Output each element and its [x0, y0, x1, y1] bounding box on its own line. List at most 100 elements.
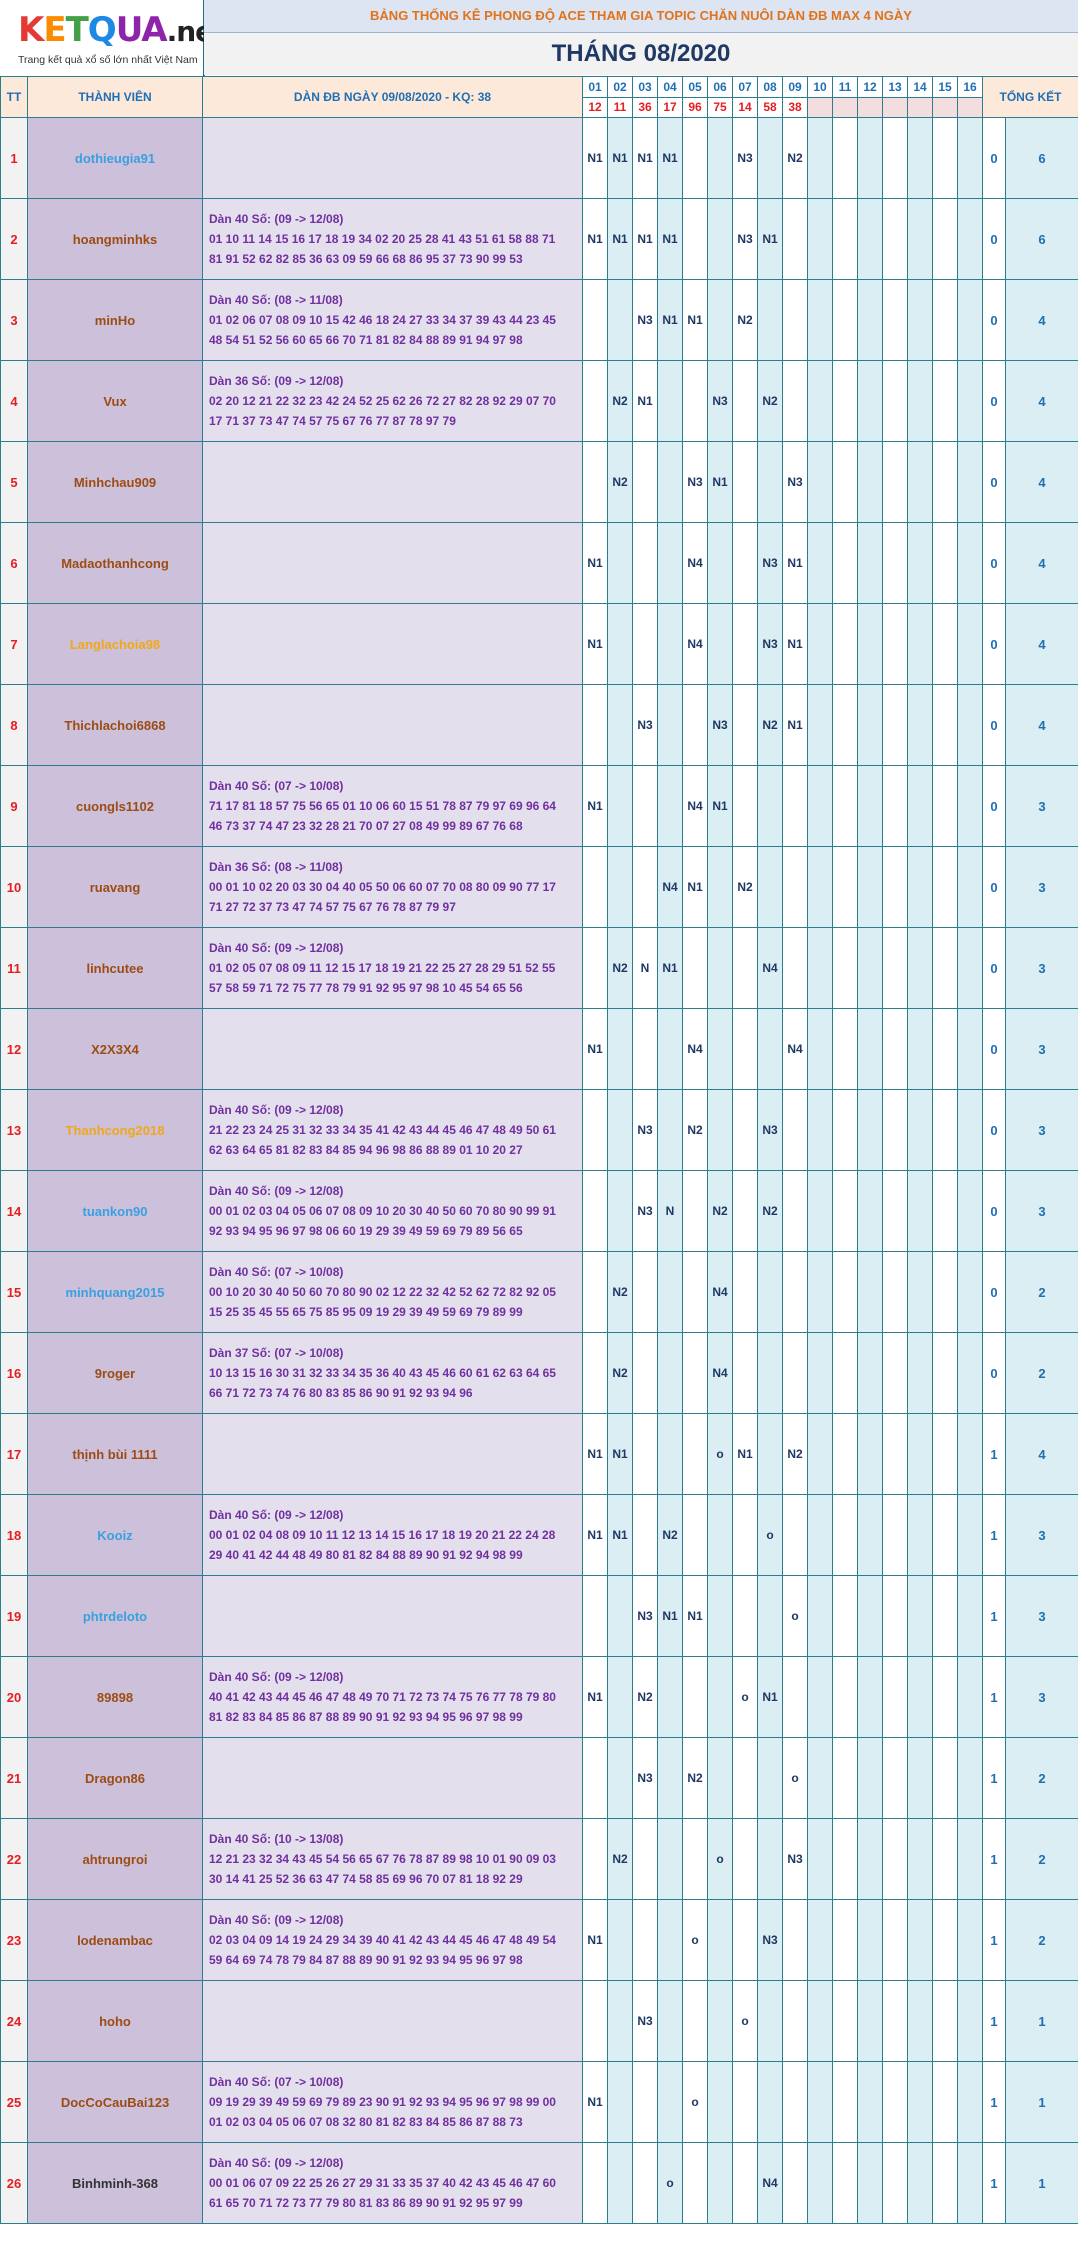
member-name[interactable]: ruavang [27, 846, 203, 928]
dan-line: 62 63 64 65 81 82 83 84 85 94 96 98 86 8… [209, 1143, 523, 1157]
member-name[interactable]: cuongls1102 [27, 765, 203, 847]
day-mark [932, 1899, 958, 1981]
dan-cell: Dàn 40 Số: (09 -> 12/08) 00 01 06 07 09 2… [202, 2142, 583, 2224]
row-index: 13 [0, 1089, 28, 1171]
day-mark [932, 360, 958, 442]
dan-line: 46 73 37 74 47 23 32 28 21 70 07 27 08 4… [209, 819, 523, 833]
day-mark [907, 441, 933, 523]
day-mark: o [657, 2142, 683, 2224]
member-name[interactable]: hoangminhks [27, 198, 203, 280]
day-mark: N3 [632, 279, 658, 361]
dan-line: Dàn 40 Số: (09 -> 12/08) [209, 212, 344, 226]
day-mark [857, 927, 883, 1009]
day-mark [857, 1413, 883, 1495]
day-mark [957, 846, 983, 928]
table-row: 24 hoho N3 o 1 1 [0, 1980, 1078, 2062]
day-mark: N1 [607, 198, 633, 280]
member-name[interactable]: Kooiz [27, 1494, 203, 1576]
day-mark [907, 2061, 933, 2143]
win-count: 0 [982, 603, 1006, 685]
dan-line: 61 65 70 71 72 73 77 79 80 81 83 86 89 9… [209, 2196, 523, 2210]
table-body: 1 dothieugia91 N1 N1 N1 N1 N3 N2 0 6 2 hoangminhks D… [0, 117, 1078, 2224]
member-name[interactable]: Langlachoia98 [27, 603, 203, 685]
table-row: 8 Thichlachoi6868 N3 N3 N2 N1 0 4 [0, 684, 1078, 766]
day-mark: N1 [582, 522, 608, 604]
day-mark [957, 117, 983, 199]
day-mark [657, 1980, 683, 2062]
day-mark: N3 [757, 1899, 783, 1981]
row-index: 1 [0, 117, 28, 199]
day-mark: N1 [582, 1899, 608, 1981]
member-name[interactable]: Thichlachoi6868 [27, 684, 203, 766]
member-name[interactable]: 89898 [27, 1656, 203, 1738]
table-row: 1 dothieugia91 N1 N1 N1 N1 N3 N2 0 6 [0, 117, 1078, 199]
day-mark [907, 684, 933, 766]
day-mark: N1 [707, 441, 733, 523]
dan-line: 00 01 02 03 04 05 06 07 08 09 10 20 30 4… [209, 1204, 556, 1218]
day-mark [832, 765, 858, 847]
member-name[interactable]: Thanhcong2018 [27, 1089, 203, 1171]
header-day: 02 [607, 76, 633, 98]
member-name[interactable]: X2X3X4 [27, 1008, 203, 1090]
day-mark [832, 1656, 858, 1738]
day-mark [907, 603, 933, 685]
win-count: 0 [982, 522, 1006, 604]
member-name[interactable]: thịnh bùi 1111 [27, 1413, 203, 1495]
logo-tagline: Trang kết quả xổ số lớn nhất Việt Nam [18, 54, 198, 66]
member-name[interactable]: Vux [27, 360, 203, 442]
day-mark: N3 [707, 684, 733, 766]
member-name[interactable]: phtrdeloto [27, 1575, 203, 1657]
day-mark [807, 198, 833, 280]
member-name[interactable]: Dragon86 [27, 1737, 203, 1819]
dan-line: 71 27 72 37 73 47 74 57 75 67 76 78 87 7… [209, 900, 456, 914]
win-count: 1 [982, 2061, 1006, 2143]
day-mark: N1 [582, 1008, 608, 1090]
day-mark: N4 [757, 927, 783, 1009]
member-name[interactable]: tuankon90 [27, 1170, 203, 1252]
day-mark [607, 603, 633, 685]
member-name[interactable]: 9roger [27, 1332, 203, 1414]
dan-cell: Dàn 40 Số: (09 -> 12/08) 00 01 02 03 04 0… [202, 1170, 583, 1252]
header-result: 12 [582, 96, 608, 118]
day-mark: N4 [707, 1332, 733, 1414]
dan-line: Dàn 40 Số: (09 -> 12/08) [209, 2156, 344, 2170]
member-name[interactable]: lodenambac [27, 1899, 203, 1981]
member-name[interactable]: linhcutee [27, 927, 203, 1009]
member-name[interactable]: dothieugia91 [27, 117, 203, 199]
day-mark: N [632, 927, 658, 1009]
day-mark [682, 198, 708, 280]
member-name[interactable]: minHo [27, 279, 203, 361]
day-mark: N4 [657, 846, 683, 928]
day-mark [732, 927, 758, 1009]
day-mark [782, 198, 808, 280]
day-mark [707, 117, 733, 199]
dan-cell: Dàn 40 Số: (07 -> 10/08) 00 10 20 30 40 5… [202, 1251, 583, 1333]
member-name[interactable]: hoho [27, 1980, 203, 2062]
day-mark: o [732, 1656, 758, 1738]
member-name[interactable]: DocCoCauBai123 [27, 2061, 203, 2143]
member-name[interactable]: ahtrungroi [27, 1818, 203, 1900]
site-logo[interactable]: KETQUA.net Trang kết quả xổ số lớn nhất … [0, 0, 227, 76]
dan-line: Dàn 40 Số: (09 -> 12/08) [209, 1184, 344, 1198]
day-mark: N4 [757, 2142, 783, 2224]
day-mark: N1 [632, 198, 658, 280]
total-count: 3 [1005, 1656, 1078, 1738]
win-count: 0 [982, 117, 1006, 199]
dan-line: 66 71 72 73 74 76 80 83 85 86 90 91 92 9… [209, 1386, 473, 1400]
day-mark [582, 441, 608, 523]
day-mark: N2 [607, 441, 633, 523]
member-name[interactable]: Minhchau909 [27, 441, 203, 523]
day-mark: N3 [757, 522, 783, 604]
member-name[interactable]: Binhminh-368 [27, 2142, 203, 2224]
dan-line: 02 20 12 21 22 32 23 42 24 52 25 62 26 7… [209, 394, 556, 408]
member-name[interactable]: minhquang2015 [27, 1251, 203, 1333]
row-index: 5 [0, 441, 28, 523]
day-mark: N2 [682, 1089, 708, 1171]
dan-line: 29 40 41 42 44 48 49 80 81 82 84 88 89 9… [209, 1548, 523, 1562]
day-mark: N1 [582, 117, 608, 199]
member-name[interactable]: Madaothanhcong [27, 522, 203, 604]
header-day: 08 [757, 76, 783, 98]
win-count: 1 [982, 1980, 1006, 2062]
day-mark [832, 117, 858, 199]
dan-line: 81 82 83 84 85 86 87 88 89 90 91 92 93 9… [209, 1710, 523, 1724]
